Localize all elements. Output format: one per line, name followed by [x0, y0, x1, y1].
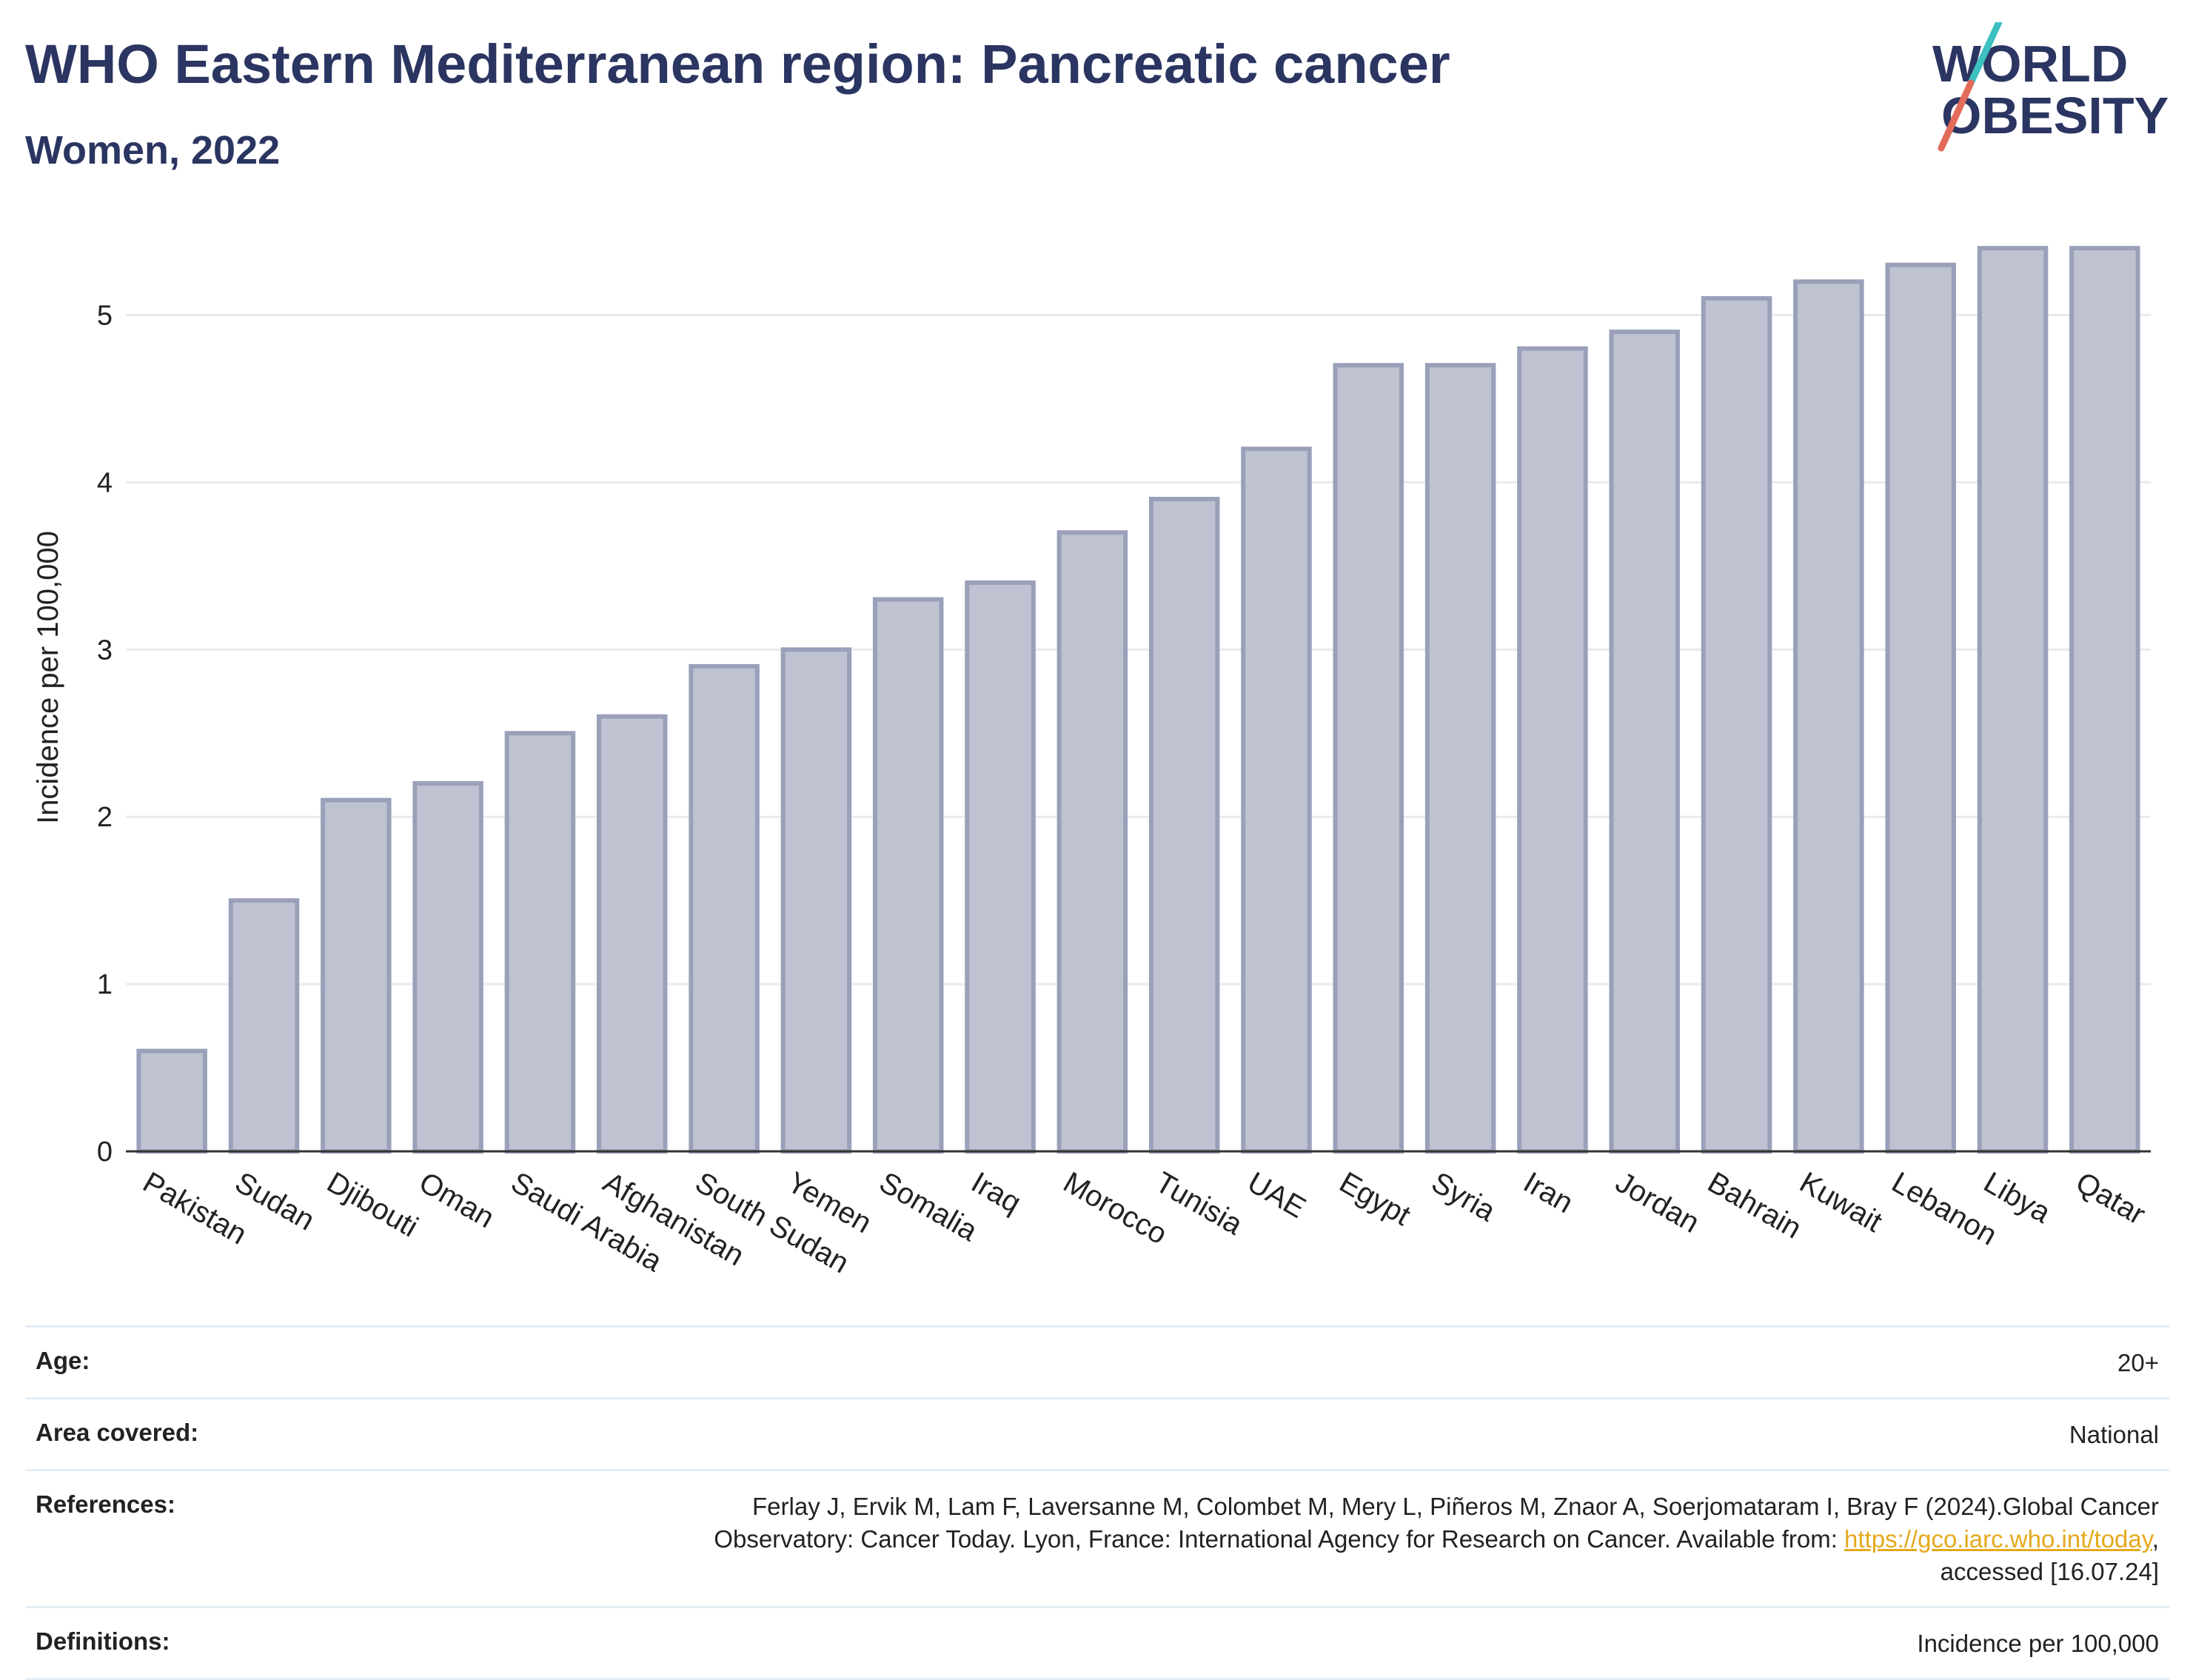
logo-slash-coral — [1938, 79, 1975, 152]
definitions-label: Definitions: — [36, 1627, 170, 1655]
chart-subtitle: Women, 2022 — [25, 128, 281, 173]
bar-saudi-arabia — [504, 731, 576, 1154]
bar-lebanon — [1885, 262, 1956, 1154]
bar-sudan — [228, 898, 300, 1154]
x-tick-label: Bahrain — [1702, 1166, 1806, 1245]
bars — [136, 246, 2140, 1154]
bar-oman — [412, 781, 483, 1154]
x-tick-label: Iraq — [966, 1166, 1027, 1220]
bar-somalia — [872, 597, 944, 1154]
y-axis-label: Incidence per 100,000 — [32, 531, 64, 824]
bar-bahrain — [1701, 295, 1772, 1154]
bar-egypt — [1333, 363, 1404, 1154]
age-value: 20+ — [2117, 1349, 2159, 1376]
bar-syria — [1424, 363, 1496, 1154]
bar-iraq — [965, 580, 1036, 1154]
age-label: Age: — [36, 1347, 90, 1374]
y-tick-label: 2 — [97, 802, 113, 833]
bar-iran — [1517, 346, 1588, 1154]
bar-kuwait — [1793, 279, 1864, 1154]
info-row-definitions: Definitions: Incidence per 100,000 — [25, 1606, 2169, 1680]
x-tick-label: Syria — [1426, 1166, 1501, 1228]
bar-yemen — [780, 647, 852, 1154]
world-obesity-logo: WORLD OBESITY — [1932, 22, 2169, 152]
y-tick-label: 1 — [97, 969, 113, 1000]
logo-line2: OBESITY — [1941, 87, 2169, 144]
x-tick-label: UAE — [1242, 1166, 1310, 1225]
bar-afghanistan — [596, 714, 668, 1154]
bar-pakistan — [136, 1048, 207, 1154]
references-value: Ferlay J, Ervik M, Lam F, Laversanne M, … — [714, 1490, 2159, 1588]
references-line2-post: , — [2152, 1525, 2159, 1553]
y-tick-label: 4 — [97, 467, 113, 498]
bar-tunisia — [1148, 497, 1220, 1154]
y-tick-label: 5 — [97, 301, 113, 332]
x-tick-label: Lebanon — [1886, 1166, 2003, 1252]
area-value: National — [2069, 1421, 2159, 1448]
x-tick-label: Kuwait — [1794, 1166, 1887, 1239]
x-tick-label: South Sudan — [690, 1166, 854, 1280]
references-line1: Ferlay J, Ervik M, Lam F, Laversanne M, … — [752, 1493, 2159, 1520]
y-tick-label: 3 — [97, 635, 113, 666]
bar-morocco — [1057, 530, 1128, 1154]
x-tick-label: Oman — [414, 1166, 500, 1235]
logo-line1: WORLD — [1932, 35, 2128, 93]
definitions-value: Incidence per 100,000 — [1917, 1630, 2159, 1657]
references-label: References: — [36, 1490, 175, 1518]
chart-title: WHO Eastern Mediterranean region: Pancre… — [25, 33, 1450, 95]
x-tick-label: Egypt — [1334, 1166, 1416, 1232]
x-tick-label: Iran — [1518, 1166, 1578, 1220]
x-tick-label: Morocco — [1058, 1166, 1173, 1251]
logo-slash-teal — [1967, 22, 2003, 87]
bar-qatar — [2069, 246, 2140, 1154]
x-tick-label: Pakistan — [138, 1166, 252, 1251]
bar-djibouti — [321, 797, 392, 1154]
info-row-references: References: Ferlay J, Ervik M, Lam F, La… — [25, 1469, 2169, 1606]
y-tick-label: 0 — [97, 1137, 113, 1168]
info-row-area: Area covered: National — [25, 1397, 2169, 1469]
area-label: Area covered: — [36, 1419, 199, 1446]
bar-south-sudan — [689, 663, 760, 1154]
bar-libya — [1977, 246, 2049, 1154]
x-tick-label: Jordan — [1610, 1166, 1705, 1239]
bar-uae — [1241, 446, 1312, 1154]
info-row-age: Age: 20+ — [25, 1325, 2169, 1397]
x-tick-label: Qatar — [2070, 1166, 2151, 1231]
x-tick-label: Somalia — [874, 1166, 983, 1248]
references-link[interactable]: https://gco.iarc.who.int/today — [1844, 1525, 2152, 1553]
info-table: Age: 20+ Area covered: National Referenc… — [25, 1325, 2169, 1680]
x-tick-label: Djibouti — [321, 1166, 423, 1244]
references-line2: Observatory: Cancer Today. Lyon, France:… — [714, 1525, 1845, 1553]
bar-jordan — [1609, 329, 1681, 1154]
references-line3: accessed [16.07.24] — [1940, 1558, 2159, 1585]
